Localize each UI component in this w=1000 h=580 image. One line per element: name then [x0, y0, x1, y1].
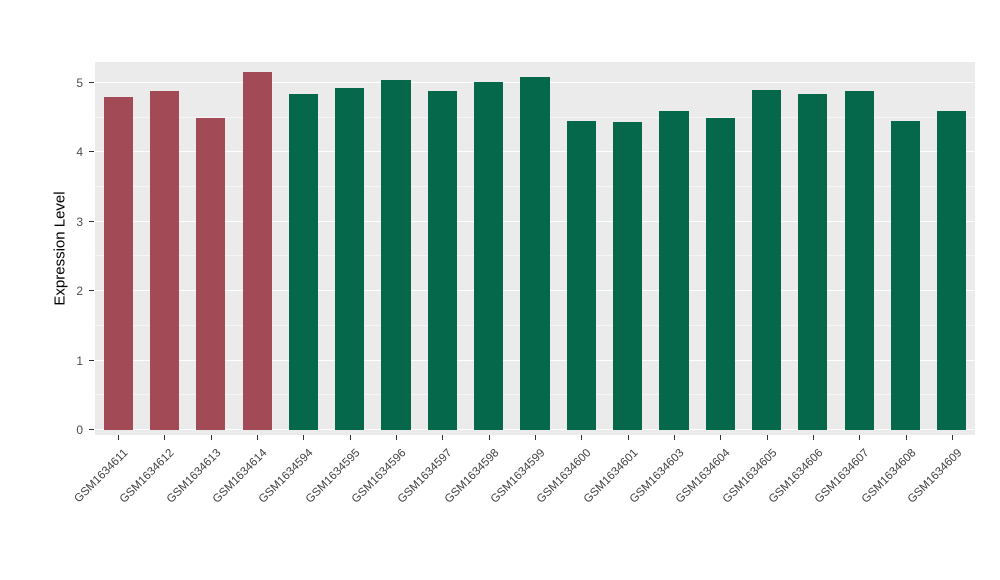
bar: [659, 111, 689, 430]
x-tick-mark: [535, 435, 536, 440]
y-tick-label: 3: [76, 214, 83, 229]
plot-panel: [95, 62, 975, 435]
bar: [288, 93, 318, 430]
bar: [335, 87, 365, 430]
x-tick-mark: [118, 435, 120, 440]
y-tick-mark: [89, 151, 94, 153]
x-tick-mark: [210, 435, 212, 440]
x-tick-mark: [581, 435, 583, 440]
bar: [937, 111, 967, 430]
y-tick-label: 2: [76, 284, 83, 299]
y-tick-mark: [89, 290, 94, 292]
bar: [149, 91, 180, 430]
bar: [474, 82, 504, 430]
y-tick-label: 4: [76, 145, 83, 160]
x-tick-mark: [303, 435, 305, 440]
bar: [103, 96, 133, 430]
x-tick-mark: [442, 435, 444, 440]
x-tick-mark: [859, 435, 861, 440]
x-tick-mark: [627, 435, 629, 440]
bar: [427, 91, 457, 430]
x-tick-mark: [488, 435, 490, 440]
bar: [196, 117, 226, 430]
bar: [566, 121, 596, 430]
x-tick-mark: [673, 435, 675, 440]
x-tick-mark: [164, 435, 166, 440]
x-tick-mark: [812, 435, 814, 440]
y-tick-label: 5: [76, 75, 83, 90]
bar: [520, 77, 550, 430]
y-tick-mark: [89, 429, 94, 430]
bar: [890, 121, 921, 430]
y-tick-label: 0: [76, 423, 83, 437]
x-tick-mark: [720, 435, 722, 440]
bar: [705, 117, 735, 430]
y-tick-mark: [89, 81, 94, 83]
x-axis: GSM1634611 GSM1634612 GSM1634613 GSM1634614…: [73, 435, 975, 575]
x-tick-mark: [349, 435, 351, 440]
bar: [844, 91, 874, 430]
y-tick-label: 1: [76, 353, 83, 368]
x-tick-mark: [396, 435, 398, 440]
bar: [798, 93, 828, 430]
x-tick-mark: [905, 435, 907, 440]
bar: [381, 80, 411, 430]
y-tick-mark: [89, 359, 94, 361]
x-tick-mark: [766, 435, 768, 440]
y-tick-mark: [89, 220, 94, 222]
x-tick-mark: [257, 435, 259, 440]
bar: [242, 72, 272, 430]
x-tick-mark: [951, 435, 953, 440]
bar: [751, 89, 782, 430]
y-axis: 0 1 2 3 4 5: [0, 62, 95, 437]
bar: [613, 122, 643, 430]
